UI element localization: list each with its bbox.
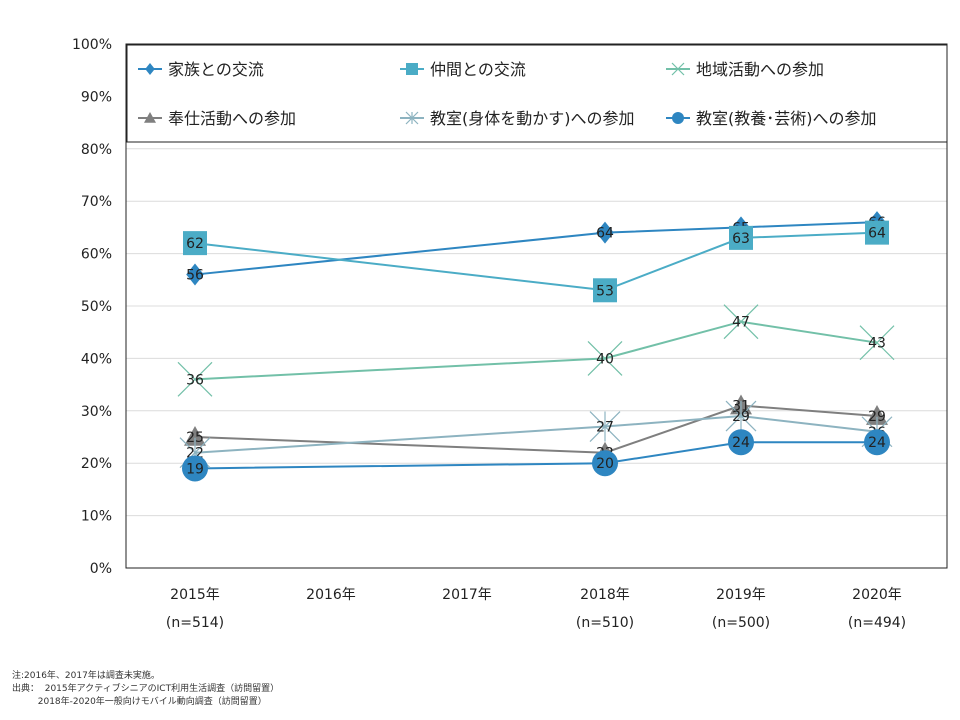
legend-item: 教室(身体を動かす)への参加: [400, 109, 635, 128]
data-point: [587, 340, 623, 376]
legend-marker: [145, 63, 155, 75]
series-line: [194, 221, 878, 276]
x-sample-size-label: (n=514): [166, 615, 224, 631]
legend-item: 家族との交流: [138, 60, 264, 79]
legend-label: 地域活動への参加: [696, 60, 824, 79]
legend-box: [126, 44, 948, 143]
marker-stroke: [587, 340, 623, 376]
data-label: 36: [186, 372, 204, 388]
data-label: 40: [596, 351, 614, 367]
data-label: 19: [186, 461, 204, 477]
y-tick-label: 30%: [81, 404, 112, 420]
legend-marker: [405, 111, 419, 125]
x-tick-label: 2016年: [306, 587, 356, 603]
data-label: 47: [732, 315, 750, 331]
y-tick-label: 60%: [81, 247, 112, 263]
y-tick-label: 70%: [81, 194, 112, 210]
data-label: 29: [732, 409, 750, 425]
legend-label: 家族との交流: [168, 60, 264, 79]
legend-label: 仲間との交流: [430, 60, 526, 79]
series-line: [194, 404, 878, 454]
x-sample-size-label: (n=494): [848, 615, 906, 631]
data-point: [589, 411, 621, 442]
x-axis: 2015年 (n=514) 2016年 2017年 2018年 (n=510) 2019年 (…: [166, 587, 906, 631]
source-line-1: 出典： 2015年アクティブシニアのICT利用生活調査（訪問留置）: [12, 684, 280, 694]
legend-marker: [671, 62, 685, 76]
plot-frame: [125, 43, 948, 569]
data-label: 64: [596, 226, 614, 242]
y-axis: 0% 10% 20% 30% 40% 50% 60% 70% 80% 90% 100%: [72, 37, 112, 577]
marker-stroke: [723, 304, 759, 340]
legend-label: 教室(身体を動かす)への参加: [430, 109, 635, 128]
y-tick-label: 0%: [90, 561, 112, 577]
legend-marker: [144, 112, 156, 123]
y-tick-label: 90%: [81, 89, 112, 105]
data-label: 20: [596, 456, 614, 472]
series-line: [194, 320, 878, 381]
legend-marker: [672, 112, 684, 124]
y-tick-label: 100%: [72, 37, 112, 53]
data-point: [865, 220, 889, 245]
y-tick-label: 40%: [81, 351, 112, 367]
marker-stroke: [671, 62, 685, 76]
x-tick-label: 2019年: [716, 587, 766, 603]
x-sample-size-label: (n=500): [712, 615, 770, 631]
legend-item: 奉仕活動への参加: [138, 109, 296, 128]
series-line: [194, 415, 878, 454]
data-point: [723, 304, 759, 340]
data-label: 63: [732, 231, 750, 247]
y-tick-label: 50%: [81, 299, 112, 315]
series-line: [194, 441, 877, 470]
x-tick-label: 2020年: [852, 587, 902, 603]
marker-stroke: [177, 361, 213, 397]
data-point: [182, 455, 208, 482]
data-point: [866, 405, 888, 425]
data-point: [859, 325, 895, 361]
legend-label: 奉仕活動への参加: [168, 109, 296, 128]
y-tick-label: 10%: [81, 509, 112, 525]
legend-item: 仲間との交流: [400, 60, 526, 79]
y-tick-label: 20%: [81, 456, 112, 472]
data-label: 53: [596, 283, 614, 299]
data-point: [729, 225, 753, 250]
data-point: [183, 231, 207, 256]
x-tick-label: 2015年: [170, 587, 220, 603]
legend-item: 地域活動への参加: [666, 60, 824, 79]
data-point: [186, 263, 204, 286]
source-line-2: 2018年-2020年一般向けモバイル動向調査（訪問留置）: [12, 697, 267, 707]
data-label: 27: [596, 420, 614, 436]
x-tick-label: 2017年: [442, 587, 492, 603]
legend-item: 教室(教養･芸術)への参加: [666, 109, 877, 128]
data-point: [728, 429, 754, 456]
data-point: [596, 221, 614, 244]
data-label: 62: [186, 236, 204, 252]
x-tick-label: 2018年: [580, 587, 630, 603]
data-point: [864, 429, 890, 456]
note-survey: 注:2016年、2017年は調査未実施。: [12, 671, 160, 681]
data-point: [177, 361, 213, 397]
data-point: [592, 450, 618, 477]
data-label: 24: [732, 435, 750, 451]
series-group: 5664656662536364364047432522312922272926…: [177, 211, 895, 482]
data-label: 56: [186, 268, 204, 284]
data-label: 64: [868, 226, 886, 242]
marker-stroke: [859, 325, 895, 361]
data-point: [725, 400, 757, 432]
series-line: [194, 231, 878, 292]
data-label: 43: [868, 336, 886, 352]
legend-label: 教室(教養･芸術)への参加: [696, 109, 877, 128]
data-point: [593, 278, 617, 303]
legend-marker: [406, 63, 418, 75]
x-sample-size-label: (n=510): [576, 615, 634, 631]
data-label: 24: [868, 435, 886, 451]
y-tick-label: 80%: [81, 142, 112, 158]
data-point: [184, 426, 206, 446]
